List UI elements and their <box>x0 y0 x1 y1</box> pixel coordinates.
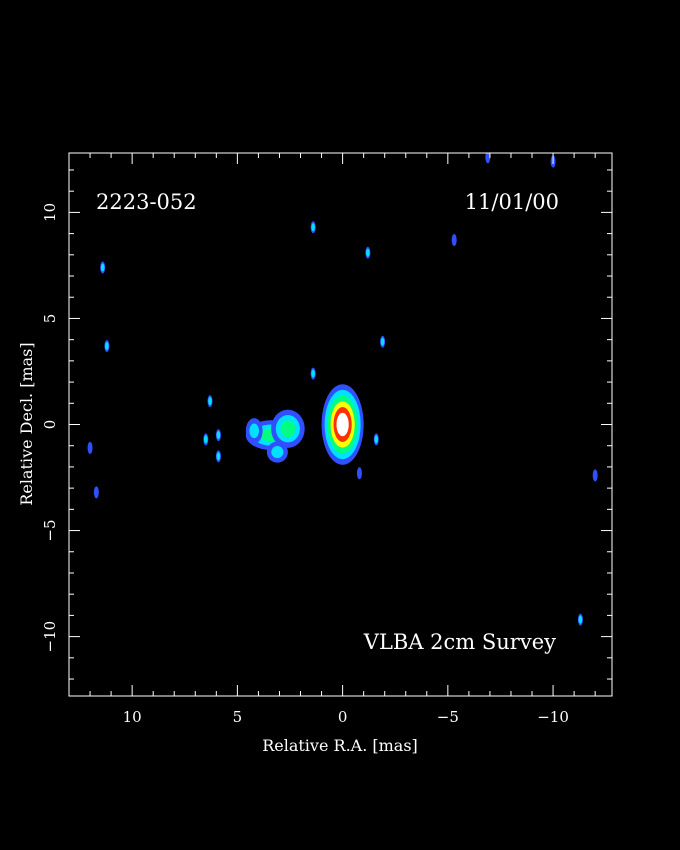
x-tick-label: 5 <box>233 708 243 726</box>
noise-spot-inner <box>311 369 315 378</box>
tick-labels: 10 5 0 −5 −10 10 5 0 −5 −10 <box>41 203 569 726</box>
noise-spot-inner <box>105 342 109 351</box>
x-axis-title: Relative R.A. [mas] <box>262 736 418 755</box>
noise-spot-inner <box>578 615 583 624</box>
jet-component <box>245 418 263 444</box>
noise-spot <box>87 441 93 454</box>
noise-spot <box>203 433 209 446</box>
source-name-label: 2223-052 <box>96 190 197 214</box>
core-component <box>321 384 364 465</box>
noise-spot <box>310 221 316 234</box>
image-layer <box>87 153 598 626</box>
y-tick-label: −5 <box>41 519 59 541</box>
noise-spot-outer <box>451 233 457 246</box>
noise-spot-inner <box>100 263 105 272</box>
noise-spot-inner <box>311 223 315 232</box>
survey-label: VLBA 2cm Survey <box>363 630 556 654</box>
noise-spot <box>485 153 491 164</box>
y-tick-label: 0 <box>41 420 59 430</box>
noise-spot <box>365 246 371 259</box>
noise-spot <box>215 450 221 463</box>
noise-spot <box>577 613 583 626</box>
y-tick-label: 5 <box>41 314 59 324</box>
contour-level <box>280 420 296 438</box>
noise-spot <box>207 395 213 408</box>
x-tick-label: −10 <box>537 708 569 726</box>
noise-spot-outer <box>87 441 93 454</box>
y-axis-title: Relative Decl. [mas] <box>17 342 36 505</box>
noise-spot-outer <box>93 486 99 499</box>
y-tick-label: −10 <box>41 621 59 653</box>
noise-spot <box>104 340 110 353</box>
jet-component <box>266 441 288 463</box>
noise-spot <box>215 429 221 442</box>
noise-spot <box>93 486 99 499</box>
x-tick-label: 0 <box>338 708 348 726</box>
noise-spot-inner <box>374 435 379 444</box>
noise-spot-inner <box>208 397 212 406</box>
noise-spot-inner <box>380 337 385 346</box>
contour-level <box>271 445 284 459</box>
noise-spot-outer <box>592 469 598 482</box>
noise-spot-inner <box>366 248 370 257</box>
noise-spot <box>100 261 106 274</box>
noise-spot-outer <box>485 153 491 164</box>
x-tick-label: 10 <box>123 708 142 726</box>
noise-spot <box>592 469 598 482</box>
noise-spot <box>373 433 379 446</box>
contour-level <box>336 412 349 437</box>
noise-spot <box>451 233 457 246</box>
x-tick-label: −5 <box>437 708 459 726</box>
contour-level <box>249 423 260 439</box>
noise-spot <box>380 335 386 348</box>
y-tick-label: 10 <box>41 203 59 222</box>
noise-spot-inner <box>216 452 221 461</box>
noise-spot <box>356 467 362 480</box>
noise-spot-inner <box>216 431 221 440</box>
jet-component <box>271 409 305 448</box>
date-label: 11/01/00 <box>465 190 559 214</box>
noise-spot-outer <box>356 467 362 480</box>
ticks-layer <box>69 153 612 696</box>
noise-spot <box>310 367 316 380</box>
noise-spot-inner <box>204 435 208 444</box>
